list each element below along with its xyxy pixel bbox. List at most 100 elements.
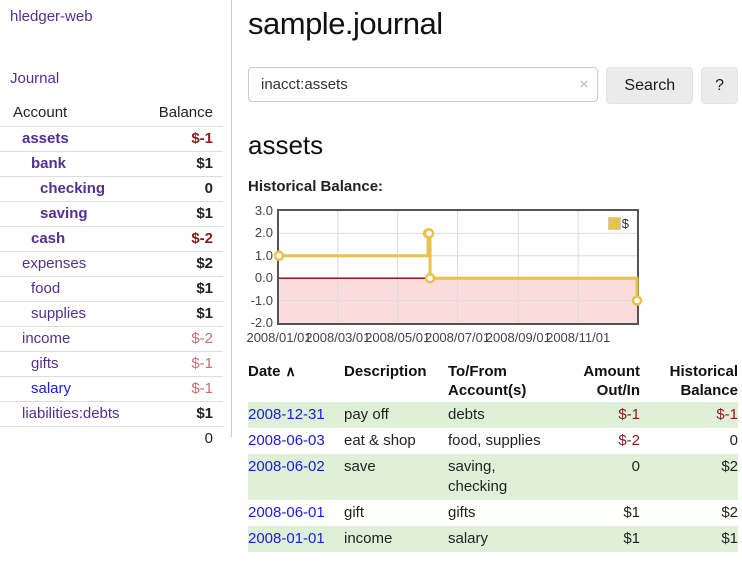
- transaction-date-link[interactable]: 2008-01-01: [248, 530, 325, 547]
- account-link[interactable]: gifts: [31, 355, 59, 372]
- accounts-total-balance: 0: [145, 426, 223, 451]
- transaction-accounts: saving, checking: [448, 458, 508, 495]
- transaction-date-link[interactable]: 2008-06-02: [248, 458, 325, 475]
- transaction-date-link[interactable]: 2008-12-31: [248, 406, 325, 423]
- search-input[interactable]: [248, 67, 599, 102]
- register-tbody: 2008-12-31 pay off debts $-1 $-1 2008-06…: [248, 402, 738, 552]
- main-content: sample.journal × Search ? assets Histori…: [246, 0, 738, 552]
- account-link[interactable]: assets: [22, 130, 69, 147]
- transaction-description: save: [344, 458, 376, 475]
- account-link[interactable]: cash: [31, 230, 66, 247]
- chart-plot-area: $: [273, 209, 643, 325]
- transaction-balance: $2: [721, 458, 738, 475]
- transaction-amount: $-2: [618, 432, 640, 449]
- legend-label: $: [621, 216, 629, 231]
- account-link[interactable]: supplies: [31, 305, 87, 322]
- account-row: food $1: [0, 276, 223, 302]
- register-header-description: Description: [344, 363, 427, 380]
- account-row: salary $-1: [0, 376, 223, 402]
- sort-asc-icon: ∧: [285, 363, 296, 379]
- transaction-amount: $1: [623, 504, 640, 521]
- register-header-amount: Amount Out/In: [583, 363, 640, 399]
- transaction-amount: $1: [623, 530, 640, 547]
- y-tick-label: -2.0: [250, 315, 273, 330]
- search-button[interactable]: Search: [606, 67, 694, 104]
- x-tick-label: 2008/03/01: [305, 330, 371, 345]
- page-title: sample.journal: [248, 6, 443, 41]
- transaction-balance: $1: [721, 530, 738, 547]
- x-tick-label: 2008/07/01: [424, 330, 491, 345]
- balance-chart-svg: [273, 211, 643, 323]
- account-link[interactable]: salary: [31, 380, 72, 397]
- account-link[interactable]: income: [22, 330, 71, 347]
- account-balance: $-1: [145, 376, 223, 402]
- account-row: liabilities:debts $1: [0, 401, 223, 427]
- clear-search-icon[interactable]: ×: [579, 76, 589, 93]
- chart-legend: $: [607, 216, 629, 231]
- transaction-accounts: food, supplies: [448, 432, 541, 449]
- account-link[interactable]: saving: [40, 205, 88, 222]
- y-tick-label: 2.0: [254, 225, 273, 241]
- register-row: 2008-12-31 pay off debts $-1 $-1: [248, 402, 738, 428]
- account-row: cash $-2: [0, 226, 223, 252]
- account-row: assets $-1: [0, 126, 223, 152]
- sidebar: hledger-web Journal Account Balance asse…: [0, 0, 232, 451]
- sidebar-item-journal[interactable]: Journal: [10, 70, 60, 87]
- transaction-accounts: debts: [448, 406, 485, 423]
- accounts-table: Account Balance assets $-1 bank $1 check…: [0, 101, 223, 451]
- account-row: bank $1: [0, 151, 223, 177]
- register-row: 2008-06-01 gift gifts $1 $2: [248, 500, 738, 526]
- accounts-tbody: assets $-1 bank $1 checking 0 saving $1 …: [0, 126, 223, 427]
- app-title-link[interactable]: hledger-web: [10, 8, 93, 25]
- account-balance: $-1: [145, 126, 223, 152]
- help-button[interactable]: ?: [701, 67, 738, 104]
- account-balance: $2: [145, 251, 223, 277]
- account-row: checking 0: [0, 176, 223, 202]
- register-row: 2008-06-03 eat & shop food, supplies $-2…: [248, 428, 738, 454]
- account-balance: $-2: [145, 226, 223, 252]
- account-link[interactable]: bank: [31, 155, 67, 172]
- transaction-description: gift: [344, 504, 365, 521]
- transaction-amount: 0: [631, 458, 640, 475]
- account-row: supplies $1: [0, 301, 223, 327]
- accounts-header-balance: Balance: [158, 104, 213, 121]
- account-balance: 0: [145, 176, 223, 202]
- y-tick-label: 1.0: [254, 247, 273, 263]
- register-row: 2008-01-01 income salary $1 $1: [248, 526, 738, 552]
- transaction-description: eat & shop: [344, 432, 416, 449]
- transaction-balance: $-1: [716, 406, 738, 423]
- register-header-date[interactable]: Date ∧: [248, 363, 296, 380]
- y-tick-label: 3.0: [254, 203, 273, 218]
- transaction-accounts: gifts: [448, 504, 476, 521]
- x-tick-label: 2008/01/01: [246, 330, 312, 345]
- account-link[interactable]: food: [31, 280, 61, 297]
- transaction-accounts: salary: [448, 530, 489, 547]
- account-row: saving $1: [0, 201, 223, 227]
- y-tick-label: 0.0: [254, 270, 273, 286]
- y-tick-label: -1.0: [250, 292, 273, 308]
- accounts-total-row: 0: [0, 426, 223, 451]
- accounts-header-account: Account: [13, 104, 68, 121]
- transaction-balance: 0: [729, 432, 738, 449]
- register-table: Date ∧ Description To/From Account(s) Amo…: [248, 360, 738, 552]
- chart-label: Historical Balance:: [248, 178, 384, 195]
- transaction-date-link[interactable]: 2008-06-03: [248, 432, 325, 449]
- account-link[interactable]: checking: [40, 180, 106, 197]
- transaction-description: income: [344, 530, 393, 547]
- transaction-date-link[interactable]: 2008-06-01: [248, 504, 325, 521]
- transaction-balance: $2: [721, 504, 738, 521]
- x-tick-label: 2008/05/01: [365, 330, 431, 345]
- account-balance: $-1: [145, 351, 223, 377]
- account-row: gifts $-1: [0, 351, 223, 377]
- transaction-description: pay off: [344, 406, 389, 423]
- account-row: expenses $2: [0, 251, 223, 277]
- legend-swatch-icon: [607, 217, 621, 230]
- account-link[interactable]: expenses: [22, 255, 87, 272]
- register-header-row: Date ∧ Description To/From Account(s) Amo…: [248, 360, 738, 402]
- accounts-table-header: Account Balance: [0, 101, 223, 127]
- account-link[interactable]: liabilities:debts: [22, 405, 120, 422]
- account-balance: $-2: [145, 326, 223, 352]
- balance-chart: $ 3.0 2.0 1.0 0.0 -1.0 -2.0 2008/01/01 2008/03/…: [246, 201, 738, 345]
- register-header-balance: Historical Balance: [669, 363, 738, 399]
- transaction-amount: $-1: [618, 406, 640, 423]
